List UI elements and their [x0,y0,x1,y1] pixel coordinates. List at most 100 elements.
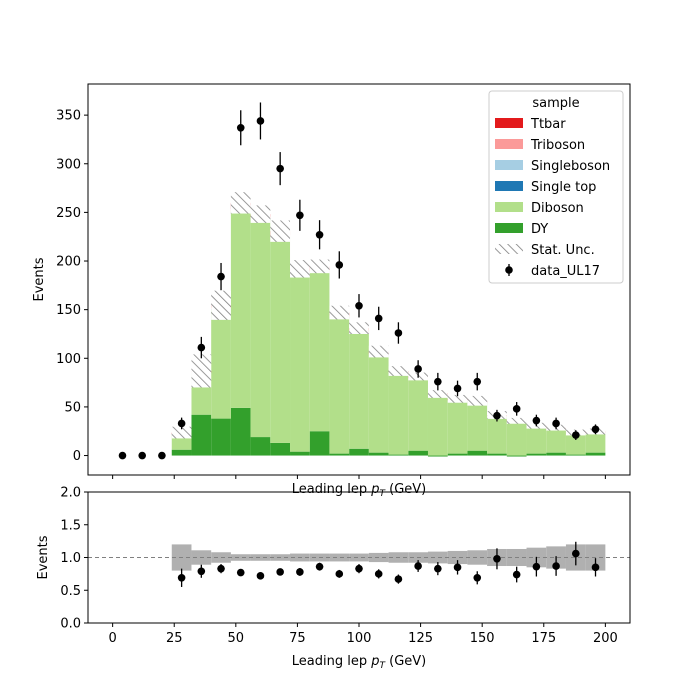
stat-unc-20 [506,417,527,424]
stat-unc-6 [230,192,251,214]
legend-entry-singleboson: Singleboson [495,159,610,174]
ratio-ytick-label-1: 0.5 [60,584,81,599]
bar-dy-11 [329,453,350,456]
stat-unc-12 [349,322,369,334]
bar-dy-21 [526,453,547,456]
bar-diboson-8 [270,237,291,443]
ratio-xtick-label-2: 50 [228,631,245,646]
ratio-xtick-label-7: 175 [531,631,556,646]
ratio-point-13 [434,564,442,573]
legend-swatch-4 [495,202,523,212]
ratio-point-3 [236,568,245,577]
data-points [118,102,600,460]
ratio-xlabel-subscript: T [379,661,386,671]
data-point-0 [118,451,127,460]
bar-diboson-19 [487,416,507,454]
ratio-xtick-label-4: 100 [347,631,372,646]
stat-unc-8 [270,220,291,242]
data-point-23 [572,431,580,439]
legend-entry-diboson: Diboson [495,201,584,216]
ratio-point-12 [414,562,422,570]
data-point-18 [473,377,482,386]
data-point-10 [315,230,324,239]
bar-dy-13 [368,452,389,456]
legend-entry-single-top: Single top [495,180,596,195]
stat-unc-7 [250,205,271,223]
data-point-11 [335,261,344,269]
bar-dy-12 [349,448,369,456]
bar-dy-19 [487,453,507,456]
legend-entry-dy: DY [495,222,548,237]
data-point-19 [493,411,501,420]
stat-unc-14 [388,366,409,376]
bar-diboson-12 [349,333,369,449]
legend-label-6: Stat. Unc. [531,243,595,258]
ratio-point-17 [512,570,521,579]
ratio-point-5 [276,568,284,576]
ratio-xlabel-unit: (GeV) [385,654,426,669]
main-ytick-label-5: 250 [56,206,81,221]
legend-label-4: Diboson [531,201,584,216]
ratio-xtick-label-1: 25 [166,631,183,646]
data-point-1 [138,451,146,460]
bar-diboson-13 [368,355,389,453]
ratio-point-21 [591,563,600,572]
main-xlabel-symbol: p [370,482,379,497]
main-xlabel-base: Leading lep [292,482,371,497]
main-ytick-label-6: 300 [56,157,81,172]
legend-label-2: Singleboson [531,159,610,174]
ratio-xtick-label-3: 75 [289,631,306,646]
ratio-band-16 [427,551,448,564]
ratio-plot-panel: 0.0 0.5 1.0 1.5 2.0 0 25 50 75 100 125 150 175 200 E… [36,486,631,671]
bar-diboson-7 [250,219,271,438]
stat-unc-3 [171,426,192,439]
data-point-17 [453,384,462,393]
legend-label-5: DY [531,222,548,237]
ratio-point-14 [453,563,462,572]
ratio-x-axis-label: Leading lep pT (GeV) [292,654,426,671]
ratio-band-18 [467,550,488,565]
stat-unc-13 [368,345,389,358]
bar-diboson-24 [585,433,606,453]
data-point-13 [374,314,383,323]
bar-diboson-9 [290,273,310,452]
ratio-xtick-label-8: 200 [593,631,618,646]
bar-dy-7 [250,437,271,456]
legend-label-0: Ttbar [530,117,566,132]
bar-diboson-10 [309,272,330,432]
ratio-point-9 [355,564,363,573]
data-point-21 [532,416,541,425]
ratio-band-6 [230,554,251,561]
main-y-axis-ticks: 0 50 100 150 200 250 300 350 [56,109,88,464]
data-point-24 [591,425,600,434]
ratio-ytick-label-2: 1.0 [60,551,81,566]
ratio-point-8 [335,570,344,578]
legend-swatch-3 [495,181,523,191]
ratio-band-17 [447,550,468,565]
ratio-point-19 [552,562,560,570]
bar-dy-10 [309,431,330,456]
ratio-point-4 [256,572,265,580]
bar-dy-4 [191,414,212,456]
bar-dy-17 [447,453,468,456]
legend-swatch-0 [495,118,523,128]
data-point-3 [177,419,186,428]
legend-swatch-6 [495,244,523,254]
ratio-point-16 [493,555,501,563]
ratio-y-axis-label: Events [36,535,51,579]
ratio-point-7 [315,562,324,571]
ratio-band-12 [349,553,369,562]
bar-diboson-17 [447,401,468,454]
bar-dy-3 [171,449,192,456]
ratio-point-10 [374,570,383,578]
bar-diboson-5 [211,309,231,419]
legend-swatch-5 [495,223,523,233]
bar-diboson-6 [230,213,251,408]
bar-diboson-20 [506,421,527,456]
data-point-2 [158,451,166,460]
data-point-20 [512,405,521,413]
ratio-xlabel-base: Leading lep [292,654,371,669]
main-xlabel-subscript: T [379,489,386,499]
stat-unc-4 [191,354,212,388]
ratio-xtick-label-6: 150 [470,631,495,646]
